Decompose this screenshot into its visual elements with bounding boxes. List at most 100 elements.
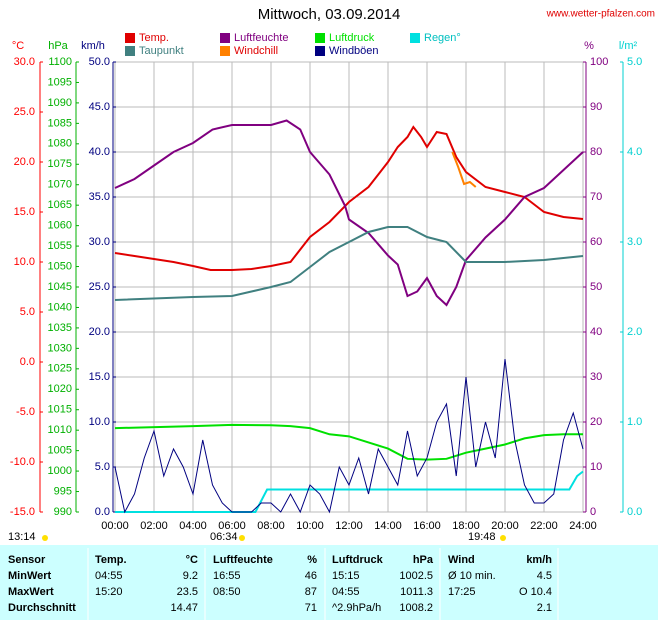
legend-label: Luftdruck — [329, 32, 375, 44]
y-tick-label: 1065 — [48, 199, 72, 211]
y-tick-label: 1045 — [48, 281, 72, 293]
y-tick-label: 15.0 — [14, 206, 35, 218]
y-tick-label: 1015 — [48, 404, 72, 416]
table-cell: 46 — [305, 570, 317, 582]
series-line — [114, 358, 584, 514]
y-tick-label: 10 — [590, 461, 602, 473]
y-tick-label: 995 — [54, 485, 72, 497]
y-tick-label: 30.0 — [89, 236, 110, 248]
axis-unit: % — [584, 40, 594, 52]
x-tick-label: 14:00 — [374, 520, 402, 532]
astro-time: 06:34 — [210, 531, 238, 543]
table-cell: 1011.3 — [400, 586, 433, 598]
table-cell: Durchschnitt — [8, 602, 76, 614]
legend-swatch — [315, 33, 325, 43]
y-tick-label: 1090 — [48, 97, 72, 109]
astro-time: 13:14 — [8, 531, 36, 543]
legend-swatch — [125, 46, 135, 56]
legend-label: Temp. — [139, 32, 169, 44]
y-tick-label: 1040 — [48, 301, 72, 313]
y-tick-label: 25.0 — [14, 106, 35, 118]
table-cell: 04:55 — [332, 586, 360, 598]
y-tick-label: 1005 — [48, 445, 72, 457]
table-cell: 04:55 — [95, 570, 123, 582]
table-cell: 08:50 — [213, 586, 241, 598]
y-tick-label: 15.0 — [89, 371, 110, 383]
y-tick-label: 1055 — [48, 240, 72, 252]
axis-unit: hPa — [48, 40, 68, 52]
astro-dot — [42, 535, 48, 541]
y-tick-label: -15.0 — [10, 506, 35, 518]
stats-table: Sensor Temp. °C Luftfeuchte% Luftdruck hPa Win… — [8, 548, 559, 620]
y-tick-label: 35.0 — [89, 191, 110, 203]
table-header: hPa — [413, 554, 434, 566]
table-header: Temp. — [95, 554, 127, 566]
y-tick-label: 5.0 — [627, 56, 642, 68]
y-tick-label: 1000 — [48, 465, 72, 477]
legend-swatch — [220, 33, 230, 43]
x-tick-label: 00:00 — [101, 520, 129, 532]
table-cell: 1002.5 — [399, 570, 433, 582]
y-tick-label: 3.0 — [627, 236, 642, 248]
legend-label: Windböen — [329, 45, 379, 57]
legend-label: Taupunkt — [139, 45, 184, 57]
astro-dot — [500, 535, 506, 541]
y-tick-label: 1100 — [48, 56, 72, 68]
table-cell: 23.5 — [177, 586, 198, 598]
table-header: % — [307, 554, 317, 566]
y-tick-label: 0.0 — [20, 356, 35, 368]
axis-unit: °C — [12, 40, 24, 52]
legend-swatch — [220, 46, 230, 56]
legend-label: Luftfeuchte — [234, 32, 288, 44]
table-header: Sensor — [8, 554, 46, 566]
table-cell: 16:55 — [213, 570, 241, 582]
y-tick-label: 40.0 — [89, 146, 110, 158]
x-tick-label: 04:00 — [179, 520, 207, 532]
source: www.wetter-pfalzen.com — [546, 9, 655, 20]
table-header: Luftfeuchte — [213, 554, 273, 566]
y-tick-label: 1085 — [48, 117, 72, 129]
table-cell: 1008.2 — [399, 602, 433, 614]
y-tick-label: 90 — [590, 101, 602, 113]
series-line — [114, 125, 584, 271]
y-tick-label: 1060 — [48, 220, 72, 232]
y-tick-label: 20.0 — [89, 326, 110, 338]
y-tick-label: 1020 — [48, 383, 72, 395]
y-tick-label: 80 — [590, 146, 602, 158]
y-tick-label: 1050 — [48, 260, 72, 272]
table-bg — [0, 545, 658, 620]
y-tick-label: 1070 — [48, 179, 72, 191]
y-tick-label: 5.0 — [20, 306, 35, 318]
series-line — [114, 423, 583, 461]
y-tick-label: -5.0 — [16, 406, 35, 418]
series-line — [114, 226, 584, 301]
x-tick-label: 20:00 — [491, 520, 519, 532]
x-tick-label: 24:00 — [569, 520, 597, 532]
table-cell: 2.1 — [537, 602, 552, 614]
table-cell: 15:20 — [95, 586, 123, 598]
table-header: °C — [186, 554, 198, 566]
y-tick-label: 1075 — [48, 158, 72, 170]
y-tick-label: 0.0 — [627, 506, 642, 518]
y-tick-label: 50.0 — [89, 56, 110, 68]
legend-swatch — [315, 46, 325, 56]
y-tick-label: 30 — [590, 371, 602, 383]
legend-label: Regen° — [424, 32, 461, 44]
y-tick-label: 4.0 — [627, 146, 642, 158]
y-tick-label: 20 — [590, 416, 602, 428]
y-tick-label: 50 — [590, 281, 602, 293]
table-cell: 17:25 — [448, 586, 476, 598]
y-tick-label: 0 — [590, 506, 596, 518]
astro-dot — [239, 535, 245, 541]
y-tick-label: 70 — [590, 191, 602, 203]
legend-swatch — [410, 33, 420, 43]
y-tick-label: 100 — [590, 56, 608, 68]
x-tick-label: 08:00 — [257, 520, 285, 532]
y-tick-label: 1030 — [48, 342, 72, 354]
y-tick-label: 2.0 — [627, 326, 642, 338]
legend-swatch — [125, 33, 135, 43]
x-tick-label: 02:00 — [140, 520, 168, 532]
x-tick-label: 16:00 — [413, 520, 441, 532]
table-cell: MaxWert — [8, 586, 54, 598]
